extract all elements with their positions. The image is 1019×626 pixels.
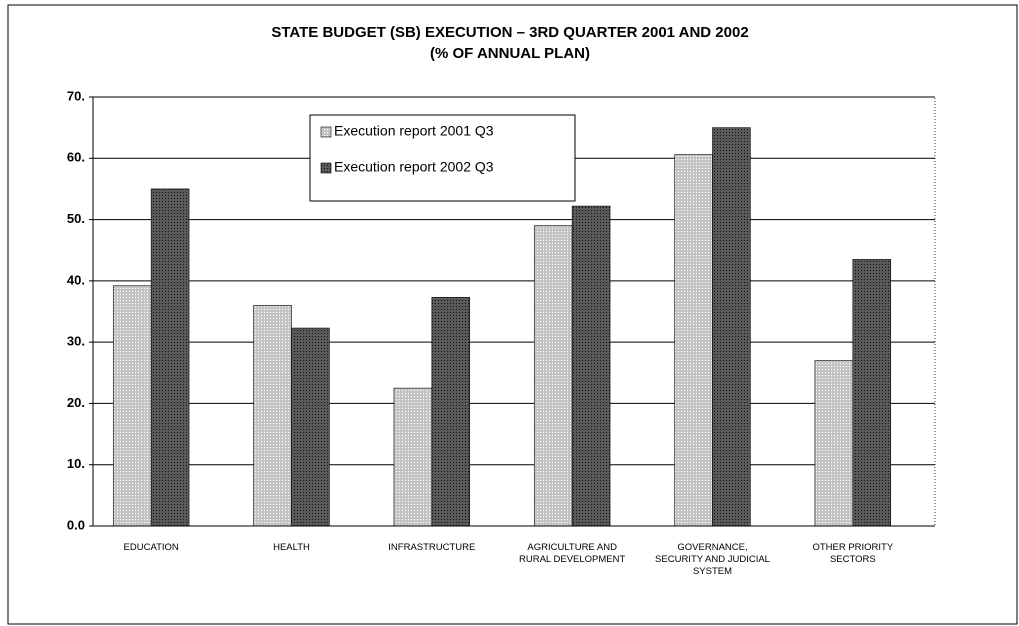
bar (852, 259, 892, 527)
bar (112, 285, 152, 527)
bar (393, 387, 433, 527)
legend-marker (320, 126, 332, 138)
y-tick-label: 70. (67, 88, 85, 103)
y-tick-label: 40. (67, 272, 85, 287)
x-tick-label: HEALTH (273, 542, 310, 553)
bar (431, 297, 471, 527)
x-tick-label: INFRASTRUCTURE (388, 542, 476, 553)
frame (7, 4, 1018, 625)
bar (674, 154, 713, 527)
x-tick-label: GOVERNANCE, SECURITY AND JUDICIAL SYSTEM (655, 542, 770, 577)
bar (253, 305, 292, 527)
legend-label: Execution report 2002 Q3 (334, 159, 494, 175)
y-tick-label: 20. (67, 395, 85, 410)
x-tick-label: EDUCATION (123, 542, 179, 553)
legend-label: Execution report 2001 Q3 (334, 123, 494, 139)
legend (309, 114, 576, 202)
bar (571, 205, 611, 527)
x-tick-label: AGRICULTURE AND RURAL DEVELOPMENT (519, 542, 626, 565)
chart-title: STATE BUDGET (SB) EXECUTION – 3RD QUARTE… (271, 24, 748, 41)
bar (150, 188, 190, 527)
y-tick-label: 30. (67, 334, 85, 349)
y-tick-label: 60. (67, 150, 85, 165)
y-tick-label: 10. (67, 456, 85, 471)
bar (533, 225, 573, 527)
y-tick-label: 50. (67, 211, 85, 226)
bar (712, 127, 751, 527)
y-tick-label: 0.0 (67, 517, 85, 532)
x-tick-label: OTHER PRIORITY SECTORS (812, 542, 894, 565)
bar (291, 327, 330, 527)
legend-marker (320, 162, 332, 174)
chart-subtitle: (% OF ANNUAL PLAN) (430, 45, 590, 62)
bar (814, 360, 854, 527)
